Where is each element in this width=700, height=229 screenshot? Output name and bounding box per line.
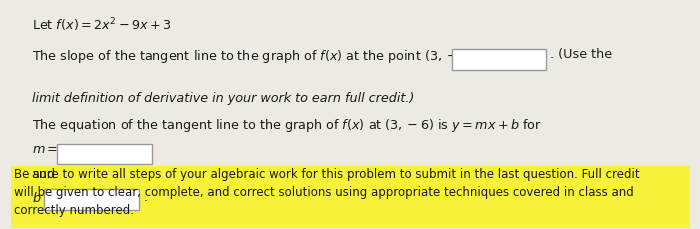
FancyBboxPatch shape <box>44 189 139 210</box>
Text: The slope of the tangent line to the graph of $f(x)$ at the point $(3, -6)$ is: The slope of the tangent line to the gra… <box>32 48 488 65</box>
Text: $m =$: $m =$ <box>32 143 58 156</box>
FancyBboxPatch shape <box>10 166 690 228</box>
Text: and: and <box>32 168 55 181</box>
FancyBboxPatch shape <box>452 49 546 70</box>
Text: limit definition of derivative in your work to earn full credit.): limit definition of derivative in your w… <box>32 92 414 105</box>
Text: Be sure to write all steps of your algebraic work for this problem to submit in : Be sure to write all steps of your algeb… <box>14 168 640 217</box>
Text: $b =$: $b =$ <box>32 191 53 205</box>
Text: The equation of the tangent line to the graph of $f(x)$ at $(3, -6)$ is $y = mx : The equation of the tangent line to the … <box>32 117 542 134</box>
FancyBboxPatch shape <box>57 144 152 164</box>
Text: Let $f(x) = 2x^2 - 9x + 3$: Let $f(x) = 2x^2 - 9x + 3$ <box>32 16 172 34</box>
Text: .: . <box>144 191 148 204</box>
Text: . (Use the: . (Use the <box>550 48 612 61</box>
